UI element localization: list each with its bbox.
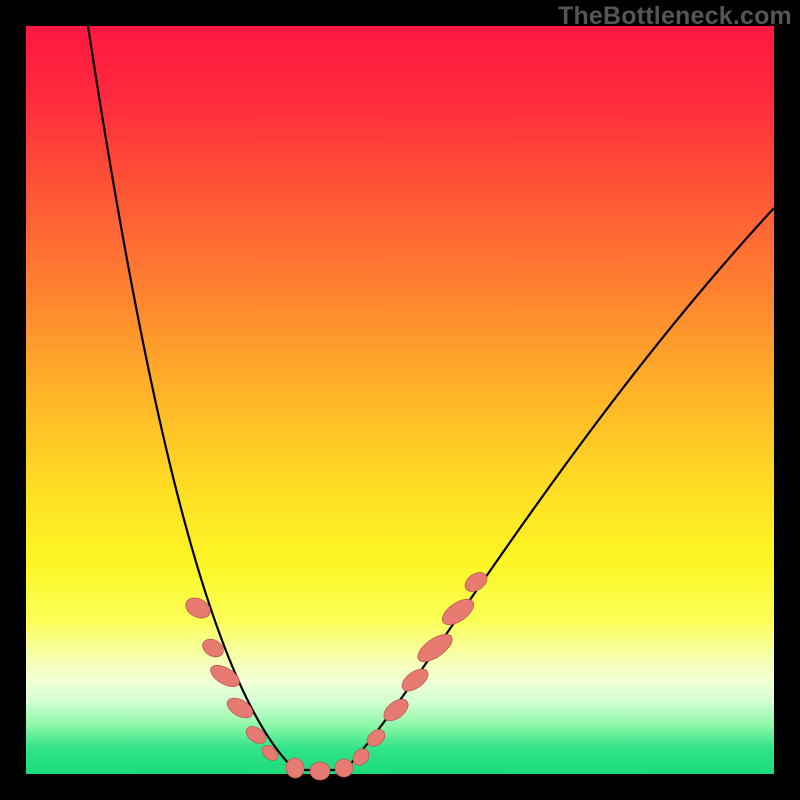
plot-area — [26, 26, 774, 774]
chart-svg — [0, 0, 800, 800]
marker-7 — [310, 762, 330, 780]
chart-container: TheBottleneck.com — [0, 0, 800, 800]
watermark-text: TheBottleneck.com — [558, 2, 792, 31]
